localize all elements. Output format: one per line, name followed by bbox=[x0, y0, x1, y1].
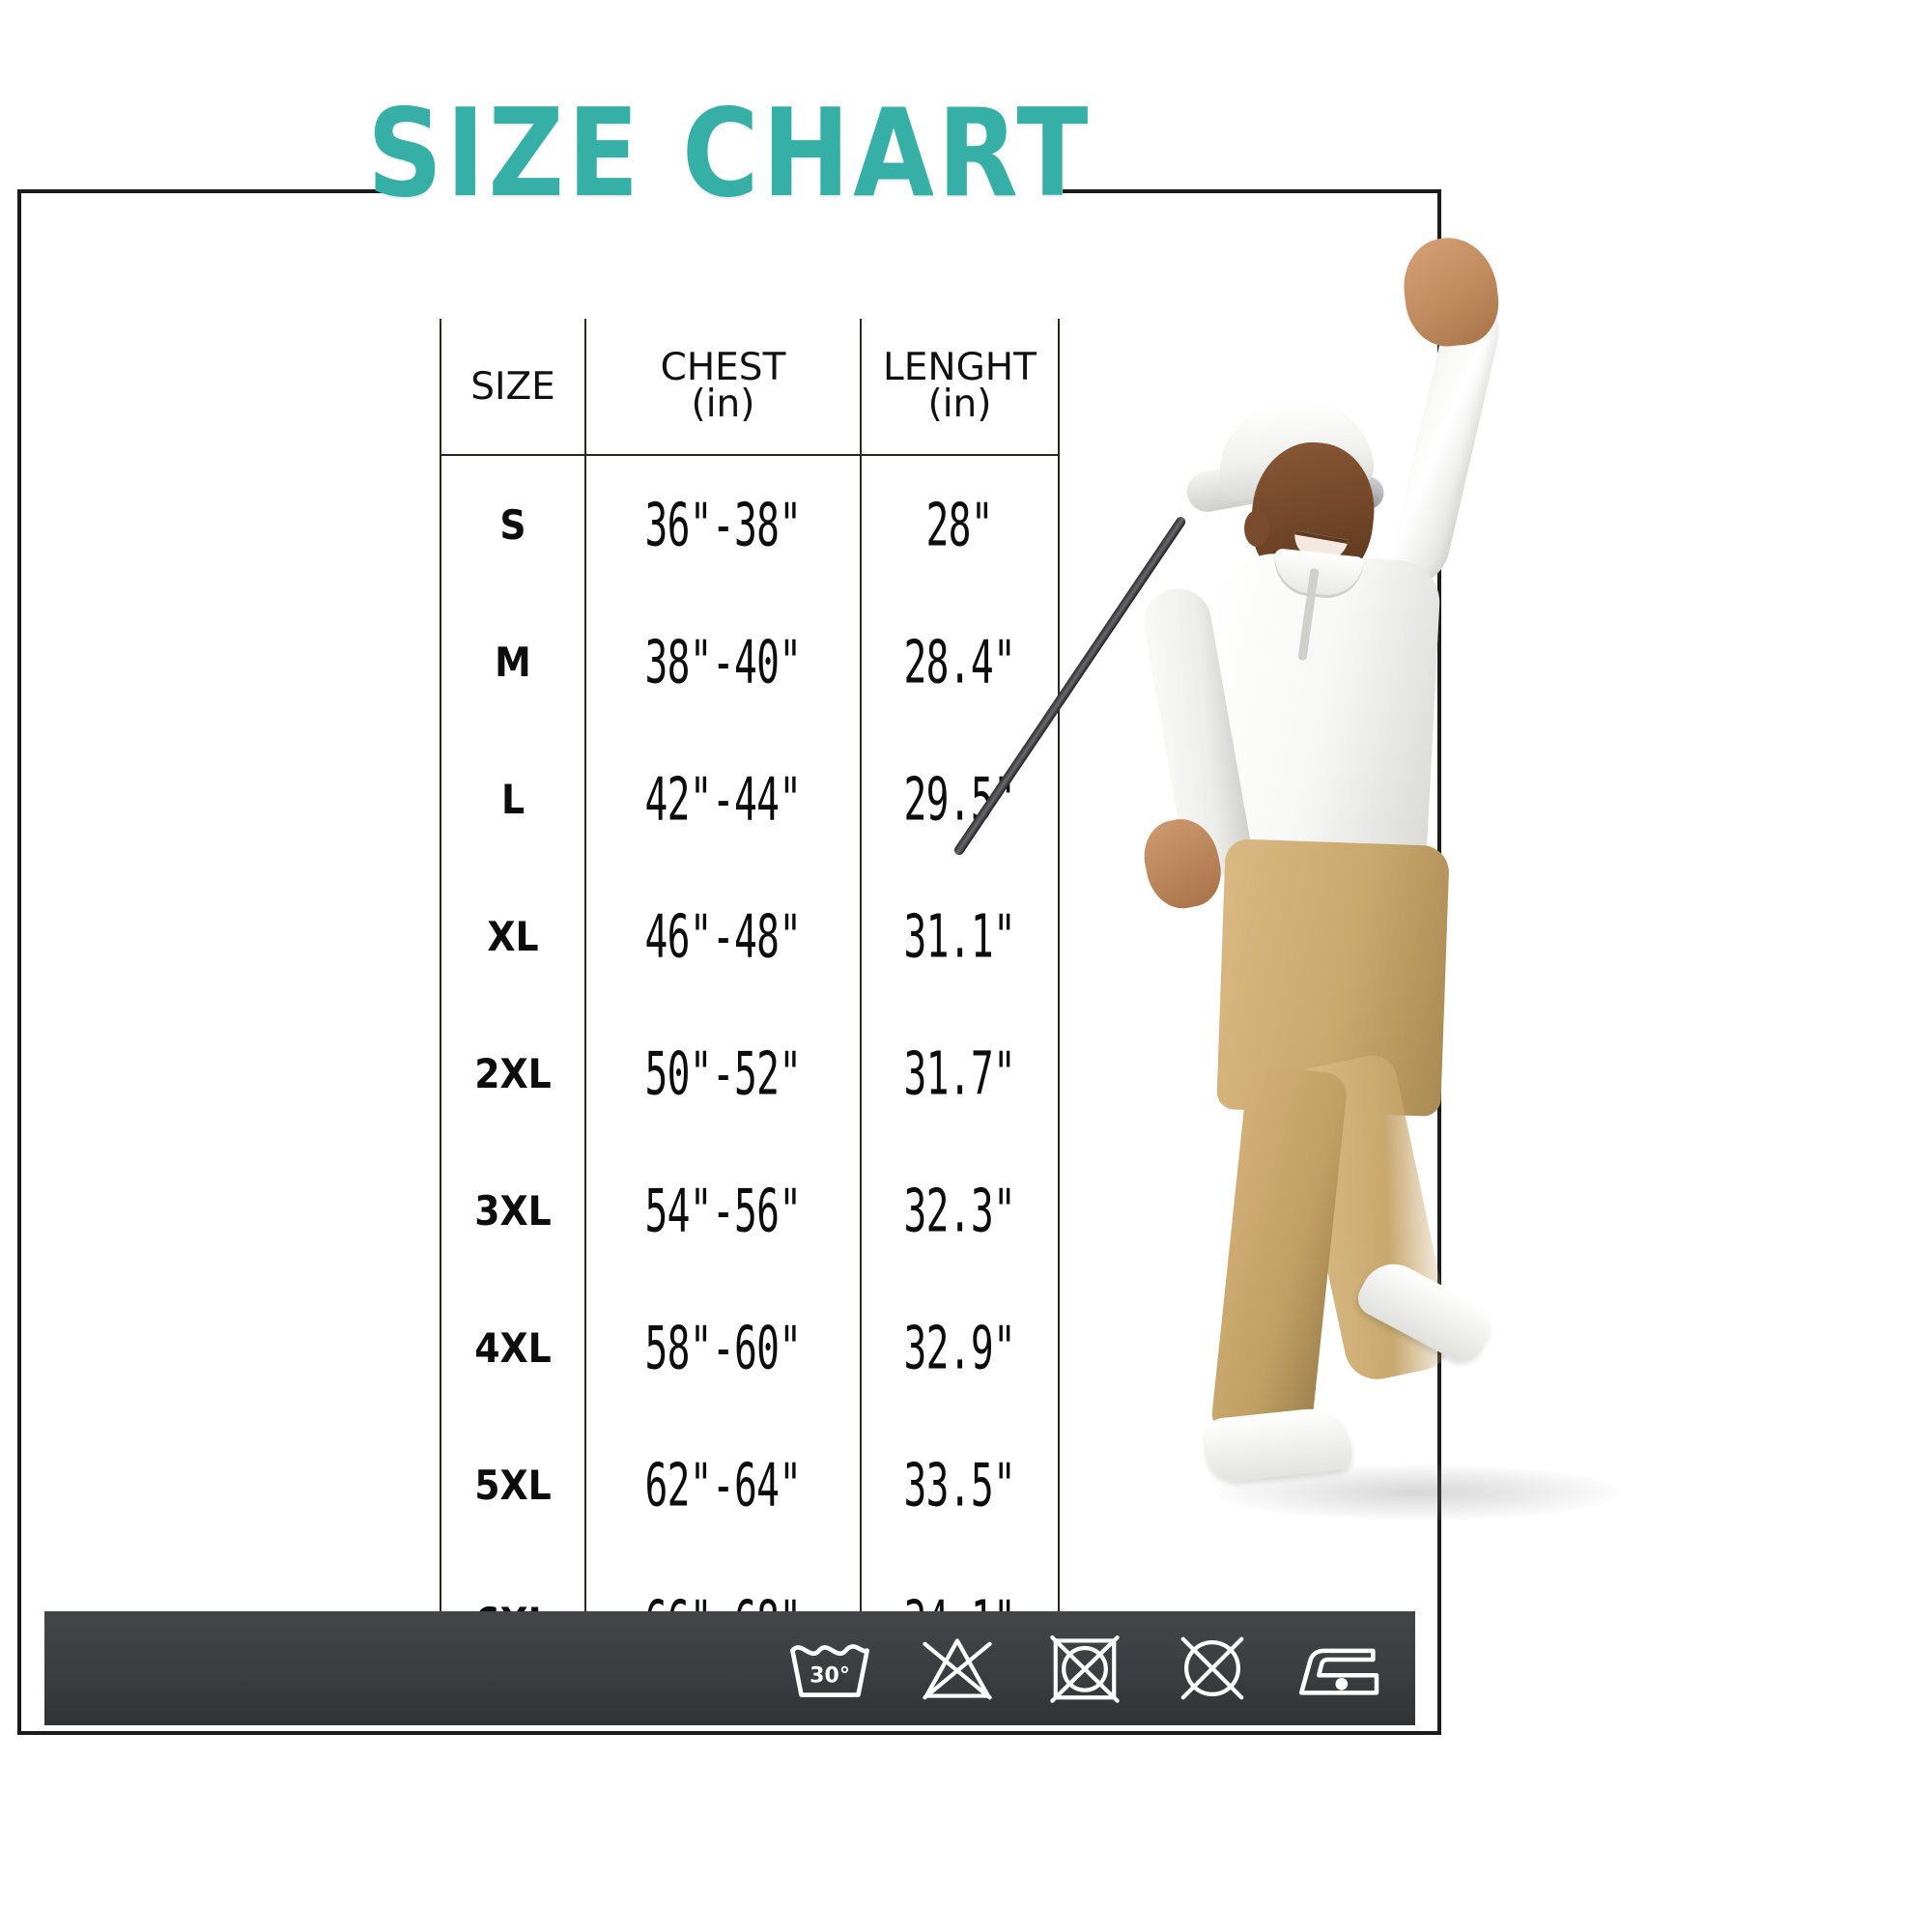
cell-chest: 38"-40" bbox=[584, 593, 862, 730]
size-chart-table-container: SIZE CHEST (in) LENGHT (in) S 36"-38" 28" M… bbox=[440, 319, 1060, 1690]
table-row: XL 46"-48" 31.1" bbox=[440, 867, 1060, 1005]
column-header-length: LENGHT (in) bbox=[860, 319, 1060, 456]
cell-chest: 46"-48" bbox=[584, 867, 862, 1005]
cell-chest: 42"-44" bbox=[584, 730, 862, 867]
column-header-size: SIZE bbox=[440, 319, 586, 456]
cell-size: L bbox=[446, 730, 580, 867]
cell-chest-value: 38"-40" bbox=[644, 627, 803, 696]
cell-chest: 58"-60" bbox=[584, 1279, 862, 1416]
model-raised-hand bbox=[1399, 233, 1503, 351]
column-header-size-label: SIZE bbox=[470, 365, 555, 410]
cell-chest: 54"-56" bbox=[584, 1142, 862, 1279]
table-header-row: SIZE CHEST (in) LENGHT (in) bbox=[440, 319, 1060, 456]
cell-length: 32.9" bbox=[860, 1279, 1060, 1416]
do-not-tumble-dry-icon bbox=[1040, 1630, 1129, 1707]
cell-length: 28.4" bbox=[860, 593, 1060, 730]
cell-size: 2XL bbox=[446, 1005, 580, 1142]
cell-chest: 62"-64" bbox=[584, 1416, 862, 1553]
cell-size: 4XL bbox=[446, 1279, 580, 1416]
table-row: 3XL 54"-56" 32.3" bbox=[440, 1142, 1060, 1279]
cell-chest-value: 46"-48" bbox=[644, 901, 803, 971]
column-header-chest: CHEST (in) bbox=[584, 319, 862, 456]
cell-length-value: 33.5" bbox=[903, 1450, 1016, 1520]
model-ear bbox=[1244, 510, 1269, 547]
cell-size: 3XL bbox=[446, 1142, 580, 1279]
golfer-model-photo bbox=[952, 228, 1804, 1580]
cell-chest-value: 42"-44" bbox=[644, 764, 803, 834]
cell-length: 32.3" bbox=[860, 1142, 1060, 1279]
column-header-length-unit: (in) bbox=[927, 383, 992, 426]
table-row: S 36"-38" 28" bbox=[440, 455, 1060, 593]
size-chart-table: SIZE CHEST (in) LENGHT (in) S 36"-38" 28" M… bbox=[440, 319, 1060, 1690]
cell-chest: 50"-52" bbox=[584, 1005, 862, 1142]
cell-size: XL bbox=[446, 867, 580, 1005]
column-header-length-label: LENGHT bbox=[883, 346, 1037, 390]
cell-length: 33.5" bbox=[860, 1416, 1060, 1553]
table-row: M 38"-40" 28.4" bbox=[440, 593, 1060, 730]
cell-length-value: 32.9" bbox=[903, 1313, 1016, 1382]
title-frame-notch bbox=[386, 172, 1063, 216]
svg-text:30°: 30° bbox=[810, 1664, 850, 1689]
cell-size: S bbox=[446, 455, 580, 593]
care-instructions-bar: 30° bbox=[44, 1611, 1415, 1725]
do-not-dry-clean-icon bbox=[1168, 1630, 1257, 1707]
cell-length-value: 28" bbox=[925, 490, 994, 559]
table-header: SIZE CHEST (in) LENGHT (in) bbox=[440, 319, 1060, 456]
cell-length-value: 31.1" bbox=[903, 901, 1016, 971]
table-row: 4XL 58"-60" 32.9" bbox=[440, 1279, 1060, 1416]
cell-length: 31.1" bbox=[860, 867, 1060, 1005]
cell-size: M bbox=[446, 593, 580, 730]
column-header-chest-unit: (in) bbox=[691, 383, 755, 426]
cell-chest-value: 54"-56" bbox=[644, 1176, 803, 1245]
cell-chest: 36"-38" bbox=[584, 455, 862, 593]
cell-length: 28" bbox=[860, 455, 1060, 593]
page-title: SIZE CHART bbox=[367, 82, 1092, 224]
cell-chest-value: 36"-38" bbox=[644, 490, 803, 559]
do-not-bleach-icon bbox=[913, 1630, 1002, 1707]
table-row: 2XL 50"-52" 31.7" bbox=[440, 1005, 1060, 1142]
iron-low-heat-icon bbox=[1295, 1630, 1384, 1707]
table-body: S 36"-38" 28" M 38"-40" 28.4" L 42"-44" 29.5" XL 4… bbox=[440, 455, 1060, 1690]
cell-chest-value: 50"-52" bbox=[644, 1038, 803, 1108]
cell-length-value: 32.3" bbox=[903, 1176, 1016, 1245]
cell-chest-value: 58"-60" bbox=[644, 1313, 803, 1382]
cell-size: 5XL bbox=[446, 1416, 580, 1553]
care-icon-group: 30° bbox=[785, 1611, 1384, 1725]
column-header-chest-label: CHEST bbox=[660, 346, 786, 390]
cell-length-value: 31.7" bbox=[903, 1038, 1016, 1108]
cell-length-value: 28.4" bbox=[903, 627, 1016, 696]
cell-chest-value: 62"-64" bbox=[644, 1450, 803, 1520]
cell-length: 31.7" bbox=[860, 1005, 1060, 1142]
table-row: 5XL 62"-64" 33.5" bbox=[440, 1416, 1060, 1553]
model-left-leg bbox=[1208, 1064, 1350, 1450]
wash-30-degrees-icon: 30° bbox=[785, 1630, 874, 1707]
